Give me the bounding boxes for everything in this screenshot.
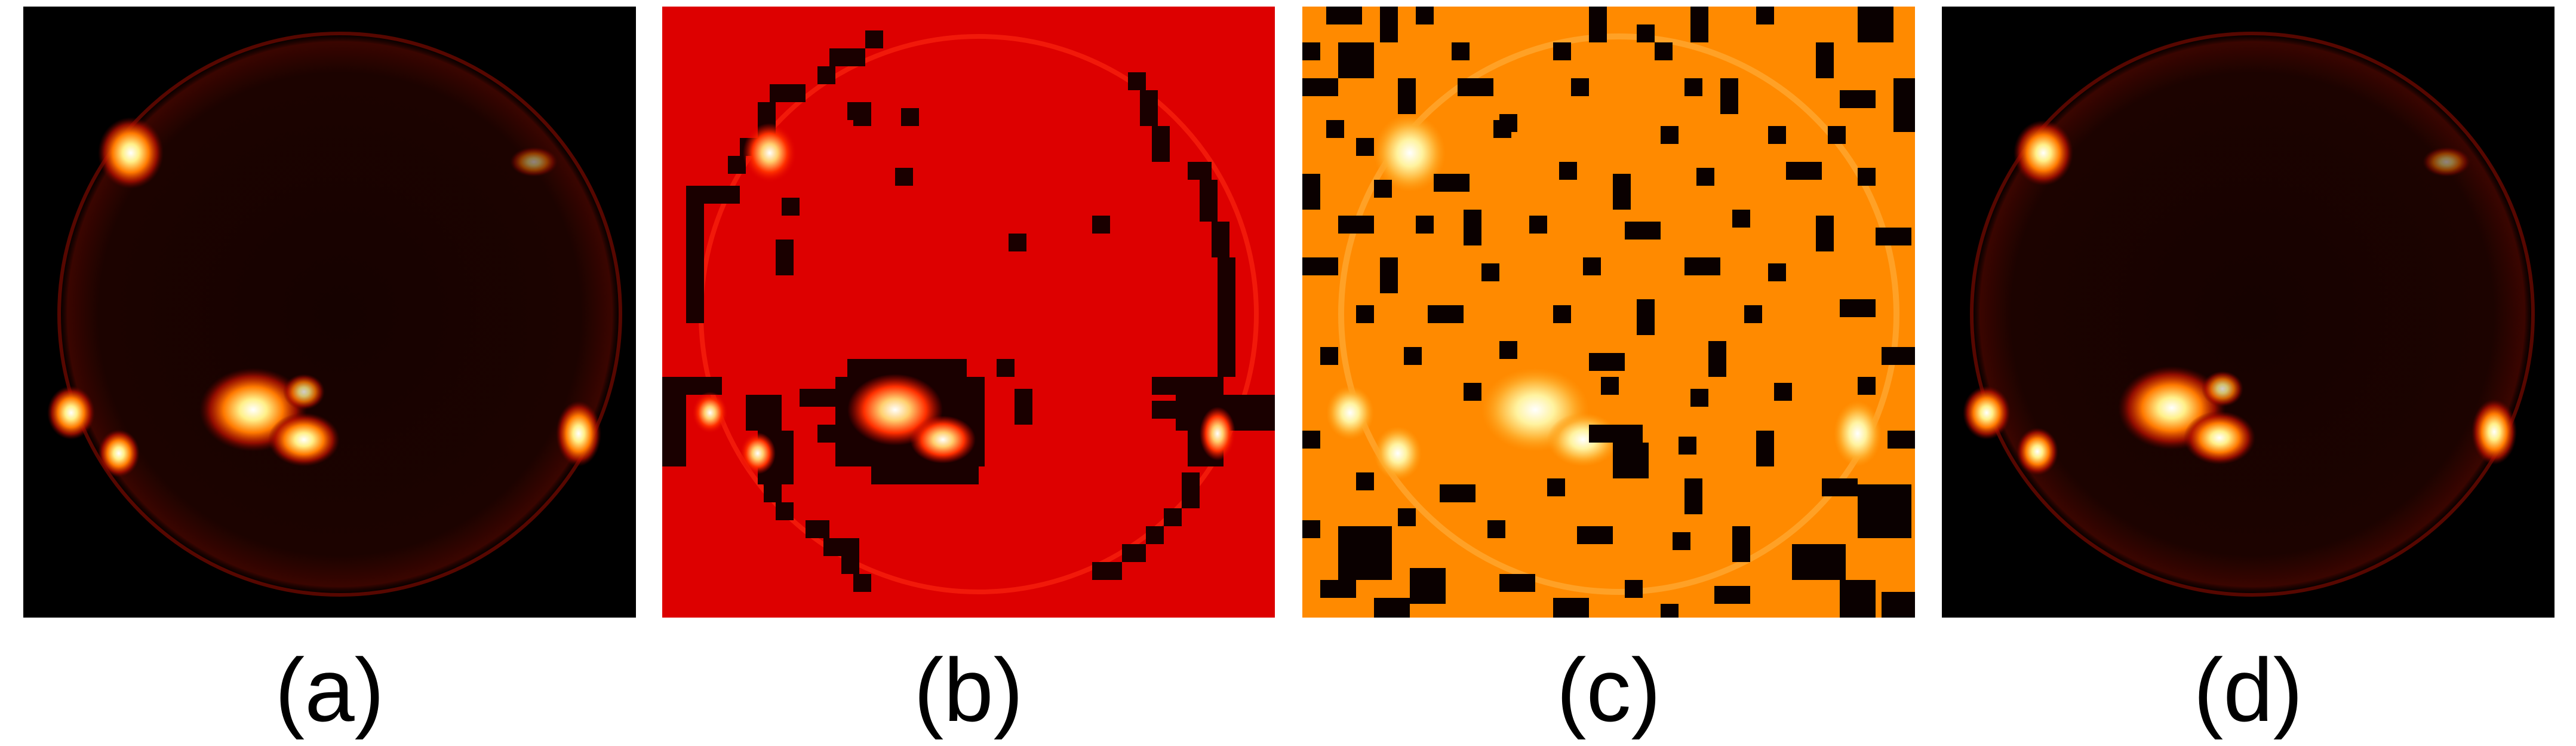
solar-disk-masked-b [662, 7, 1275, 618]
panel-c-label: (c) [1556, 640, 1661, 740]
panel-b-image [662, 7, 1275, 618]
solar-disk-reconstruction [1942, 7, 2555, 618]
panel-b-label: (b) [914, 640, 1023, 740]
panel-a-label: (a) [275, 640, 385, 740]
solar-disk-original [23, 7, 636, 618]
panel-d-image [1942, 7, 2555, 618]
panel-c-image [1302, 7, 1915, 618]
solar-disk-masked-c [1302, 7, 1915, 618]
panel-d-label: (d) [2193, 640, 2303, 740]
panel-a-image [23, 7, 636, 618]
